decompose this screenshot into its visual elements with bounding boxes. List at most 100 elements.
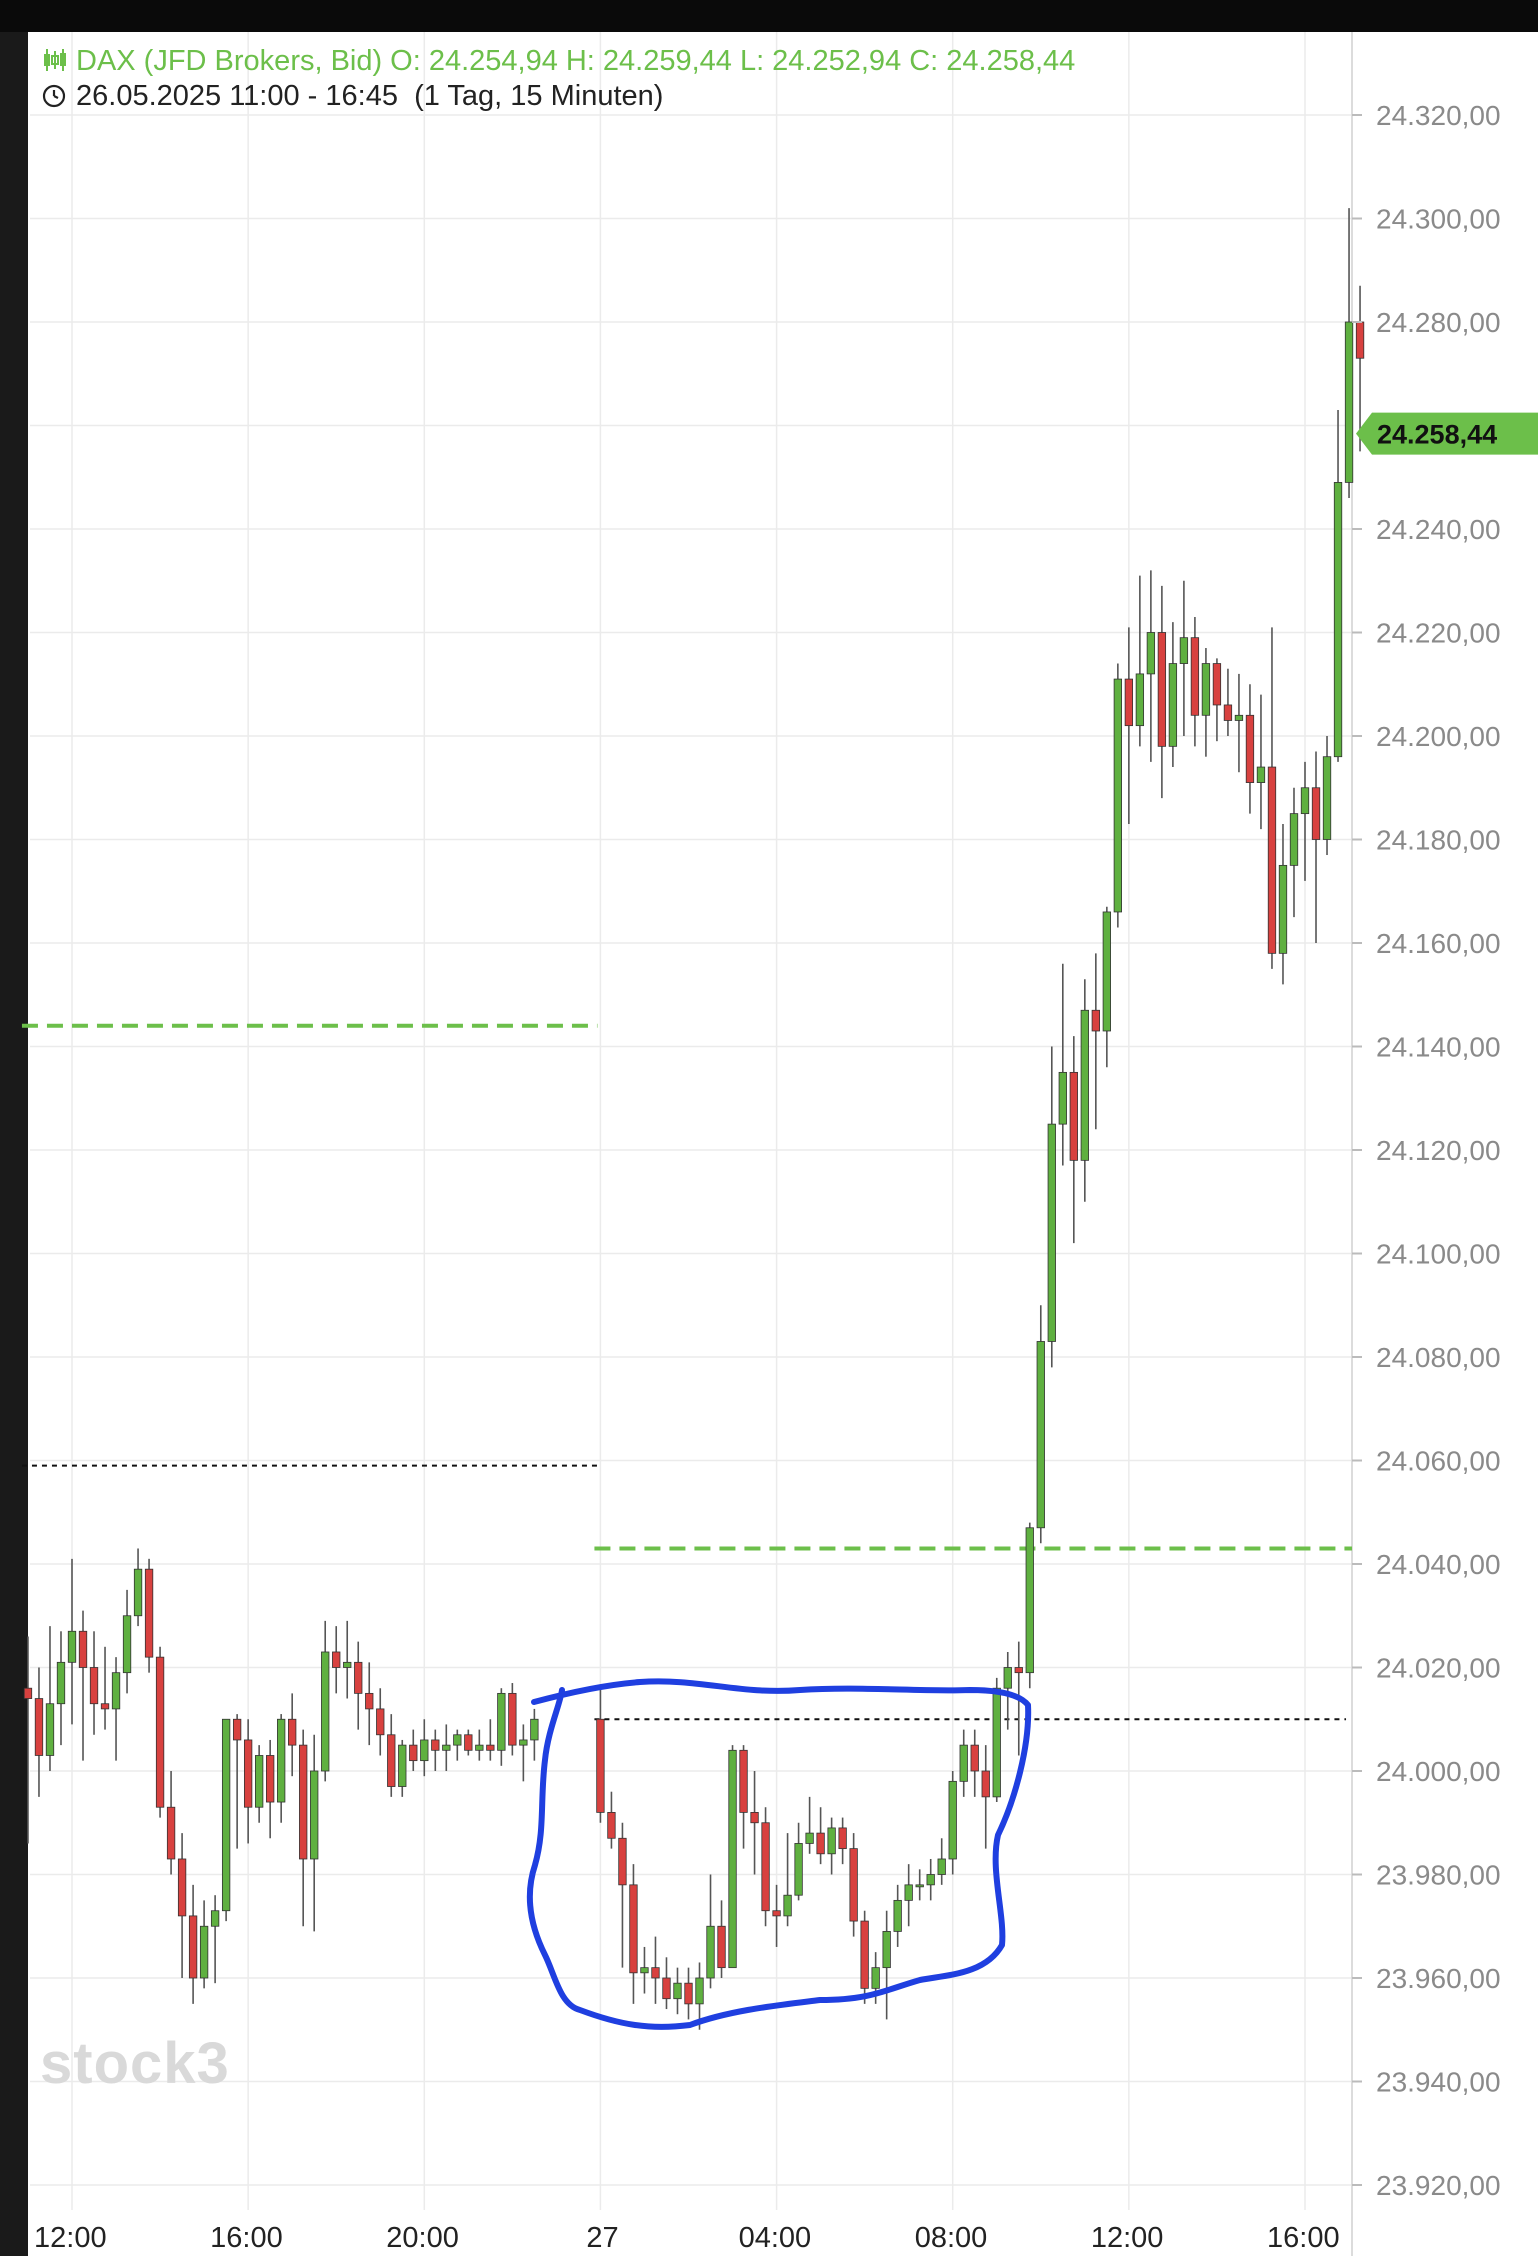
candle bbox=[849, 1833, 858, 1937]
candle-body-down bbox=[717, 1925, 726, 1969]
candle-body-up bbox=[1113, 678, 1122, 913]
candle bbox=[1256, 694, 1266, 830]
candle-body-down bbox=[1124, 678, 1134, 727]
candle-body-down bbox=[607, 1812, 616, 1839]
candle bbox=[860, 1910, 869, 2004]
candle-body-up bbox=[497, 1692, 506, 1751]
candle-body-down bbox=[486, 1744, 495, 1751]
x-tick-label: 16:00 bbox=[210, 2222, 283, 2254]
candle-body-up bbox=[1080, 1009, 1089, 1161]
candle-body-up bbox=[959, 1744, 968, 1782]
candle bbox=[464, 1729, 473, 1756]
candle-body-down bbox=[188, 1915, 198, 1979]
y-tick-label: 23.980,00 bbox=[1376, 1860, 1501, 1891]
candle-body-up bbox=[133, 1568, 143, 1617]
candle bbox=[904, 1864, 913, 1927]
candle bbox=[343, 1620, 352, 1699]
candle bbox=[651, 1936, 660, 2004]
candle bbox=[1344, 208, 1354, 498]
candle bbox=[34, 1667, 44, 1797]
candle-body-up bbox=[937, 1858, 946, 1875]
candle bbox=[794, 1822, 803, 1901]
candle bbox=[1190, 616, 1200, 747]
x-tick-label: 04:00 bbox=[739, 2222, 812, 2254]
left-edge-bar bbox=[0, 32, 28, 2256]
candle-body-up bbox=[827, 1827, 836, 1855]
candle bbox=[277, 1714, 286, 1823]
candle bbox=[816, 1807, 825, 1865]
candle bbox=[882, 1910, 891, 2020]
candle-body-down bbox=[981, 1770, 990, 1798]
candle bbox=[255, 1745, 264, 1823]
candle bbox=[387, 1714, 396, 1797]
candle-body-up bbox=[221, 1718, 231, 1912]
x-tick-label: 16:00 bbox=[1267, 2222, 1340, 2254]
y-tick-label: 24.120,00 bbox=[1376, 1135, 1501, 1166]
candle bbox=[1322, 736, 1332, 856]
candle bbox=[45, 1626, 55, 1771]
candle-body-down bbox=[838, 1827, 847, 1850]
candle bbox=[442, 1724, 451, 1771]
candle-body-down bbox=[1311, 787, 1321, 840]
x-axis: 12:00 16:00 20:00 27 04:00 08:00 12:00 16:00 bbox=[34, 2222, 1340, 2254]
candle-body-down bbox=[618, 1837, 627, 1886]
candle bbox=[937, 1838, 946, 1885]
candle-body-up bbox=[728, 1749, 737, 1969]
candle bbox=[1047, 1046, 1056, 1368]
candle bbox=[1091, 953, 1100, 1130]
period-label: 26.05.2025 11:00 - 16:45 bbox=[76, 80, 398, 112]
candle-body-up bbox=[45, 1703, 55, 1756]
y-tick-label: 24.100,00 bbox=[1376, 1239, 1501, 1270]
candle-body-up bbox=[122, 1615, 132, 1674]
candle-body-down bbox=[155, 1656, 165, 1808]
candle bbox=[1135, 575, 1145, 747]
last-price-label: 24.258,44 bbox=[1377, 420, 1497, 450]
last-price-tag: 24.258,44 bbox=[1356, 412, 1538, 455]
high-label: H: 24.259,44 bbox=[565, 45, 732, 77]
candle bbox=[1311, 751, 1321, 943]
candle-body-up bbox=[1058, 1071, 1067, 1125]
candle-body-down bbox=[684, 1982, 693, 2005]
y-tick-label: 24.180,00 bbox=[1376, 825, 1501, 856]
candle bbox=[1069, 1036, 1078, 1244]
candle-body-up bbox=[1234, 714, 1244, 721]
low-label: L: 24.252,94 bbox=[739, 45, 902, 77]
y-tick-label: 24.160,00 bbox=[1376, 928, 1501, 959]
candle bbox=[453, 1729, 462, 1761]
candles bbox=[23, 208, 1365, 2030]
candle-body-down bbox=[596, 1718, 605, 1813]
candle bbox=[530, 1708, 539, 1761]
y-tick-label: 24.140,00 bbox=[1376, 1032, 1501, 1063]
candle-body-up bbox=[1333, 482, 1343, 758]
candle-body-up bbox=[255, 1755, 264, 1808]
candle-body-down bbox=[1267, 766, 1277, 954]
candle bbox=[431, 1729, 440, 1771]
candle-body-down bbox=[739, 1749, 748, 1813]
candle bbox=[1212, 658, 1222, 742]
candle-body-up bbox=[783, 1894, 792, 1917]
candle-body-up bbox=[199, 1925, 209, 1979]
candle-body-down bbox=[464, 1734, 473, 1751]
candle bbox=[221, 1718, 231, 1922]
candle-body-up bbox=[1102, 911, 1111, 1032]
candle-body-down bbox=[431, 1739, 440, 1751]
candle-body-up bbox=[67, 1630, 77, 1663]
candle-body-down bbox=[651, 1967, 660, 1979]
candle bbox=[1036, 1305, 1045, 1544]
candle bbox=[607, 1791, 616, 1849]
x-tick-label: 12:00 bbox=[1091, 2222, 1164, 2254]
candle bbox=[1289, 787, 1299, 918]
candle bbox=[1333, 409, 1343, 762]
candle bbox=[210, 1895, 220, 1984]
candlestick-icon bbox=[44, 49, 66, 71]
candle-body-down bbox=[23, 1687, 33, 1699]
candle bbox=[508, 1683, 517, 1756]
candle-body-up bbox=[453, 1734, 462, 1746]
candle bbox=[155, 1646, 165, 1818]
candle-body-up bbox=[915, 1884, 924, 1888]
candle-body-up bbox=[1168, 663, 1178, 747]
candle bbox=[288, 1693, 297, 1777]
y-tick-label: 24.240,00 bbox=[1376, 514, 1501, 545]
candle bbox=[706, 1874, 715, 1989]
